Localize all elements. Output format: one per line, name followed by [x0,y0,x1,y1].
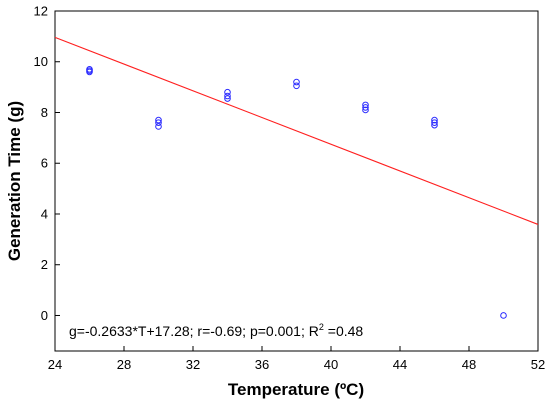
data-point [224,95,231,102]
x-tick-label: 52 [531,357,545,372]
y-tick-label: 8 [41,105,48,120]
plot-area [54,10,539,352]
data-point [431,116,438,124]
x-tick-label: 28 [117,357,131,372]
data-point [155,119,162,126]
x-tick-label: 40 [324,357,338,372]
data-point [431,119,438,126]
regression-annotation: g=-0.2633*T+17.28; r=-0.69; p=0.001; R2 … [69,322,363,339]
data-point [293,82,300,90]
y-tick-label: 4 [41,206,48,221]
data-point [224,88,231,96]
data-point [293,78,300,86]
data-point [362,106,369,114]
y-tick-label: 6 [41,156,48,171]
data-point [224,92,231,100]
y-tick-label: 10 [34,54,48,69]
data-point [362,101,369,109]
y-tick-label: 2 [41,257,48,272]
x-axis: 24 28 32 36 40 44 48 52 [48,346,545,372]
x-tick-label: 36 [255,357,269,372]
y-tick-label: 12 [34,4,48,19]
x-tick-label: 48 [462,357,476,372]
x-axis-title: Temperature (ºC) [228,380,364,399]
data-point [362,104,369,111]
data-points [86,66,507,319]
x-tick-label: 32 [186,357,200,372]
regression-line [54,36,539,225]
y-axis-title: Generation Time (g) [5,101,24,261]
data-point [155,123,162,130]
data-point [86,68,93,76]
data-point [86,66,93,73]
data-point [431,121,438,129]
y-axis: 0 2 4 6 8 10 12 [34,4,60,323]
data-point [155,116,162,124]
y-tick-label: 0 [41,308,48,323]
x-tick-label: 44 [393,357,407,372]
data-point [500,312,507,319]
x-tick-label: 24 [48,357,62,372]
